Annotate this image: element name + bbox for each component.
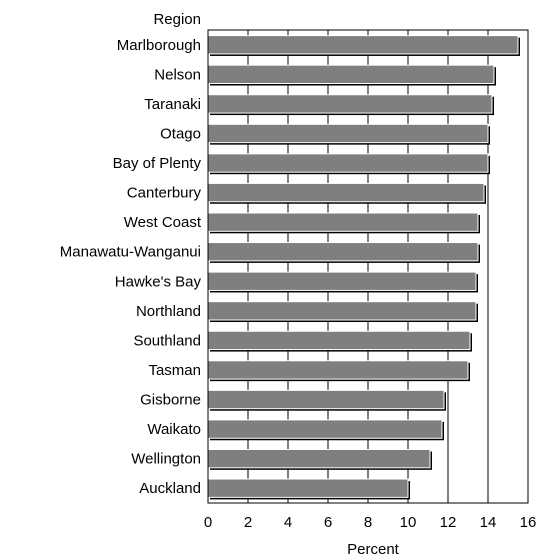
- category-label-7: Manawatu-Wanganui: [60, 244, 201, 261]
- bar-fill: [207, 448, 431, 469]
- x-tick-label-3: 6: [324, 514, 332, 531]
- bar-fill: [207, 271, 477, 291]
- bar-2: [207, 94, 494, 116]
- bar-6: [207, 212, 480, 234]
- category-label-11: Tasman: [148, 362, 201, 379]
- bars: [207, 35, 520, 500]
- bar-fill: [207, 242, 479, 262]
- x-tick-label-6: 12: [440, 514, 457, 531]
- category-label-1: Nelson: [154, 66, 201, 83]
- bar-fill: [207, 35, 519, 55]
- plot-border: [207, 29, 529, 504]
- bar-12: [207, 389, 446, 411]
- bar-fill: [207, 360, 469, 380]
- x-tick-label-8: 16: [520, 514, 537, 531]
- bar-fill: [207, 64, 495, 85]
- x-tick-label-0: 0: [204, 514, 212, 531]
- x-tick-label-7: 14: [480, 514, 497, 531]
- category-label-13: Waikato: [147, 421, 201, 438]
- x-axis-title: Percent: [347, 541, 400, 558]
- category-label-4: Bay of Plenty: [113, 155, 202, 172]
- bar-5: [207, 182, 486, 204]
- bar-fill: [207, 419, 443, 439]
- category-label-6: West Coast: [124, 214, 202, 231]
- x-tick-label-4: 8: [364, 514, 372, 531]
- bar-8: [207, 271, 478, 293]
- bar-fill: [207, 212, 479, 232]
- category-label-9: Northland: [136, 303, 201, 320]
- bar-13: [207, 419, 444, 441]
- bar-14: [207, 448, 432, 470]
- bar-fill: [207, 123, 489, 144]
- x-tick-label-2: 4: [284, 514, 292, 531]
- category-label-12: Gisborne: [140, 392, 201, 409]
- category-label-14: Wellington: [131, 451, 201, 468]
- bar-fill: [207, 153, 489, 173]
- category-labels: Marlborough Nelson Taranaki Otago Bay of Ple…: [60, 37, 202, 497]
- bar-9: [207, 301, 478, 323]
- category-label-2: Taranaki: [144, 96, 201, 113]
- bar-1: [207, 64, 496, 86]
- category-label-0: Marlborough: [117, 37, 201, 54]
- category-label-3: Otago: [160, 125, 201, 142]
- y-axis-title: Region: [153, 11, 201, 28]
- bar-fill: [207, 301, 477, 321]
- bar-0: [207, 35, 520, 56]
- category-label-8: Hawke's Bay: [115, 273, 202, 290]
- bar-fill: [207, 478, 409, 498]
- plot-frame: [207, 29, 529, 504]
- bar-fill: [207, 94, 493, 114]
- x-tick-labels: 0 2 4 6 8 10 12 14 16: [204, 514, 537, 531]
- bar-fill: [207, 389, 445, 410]
- bar-fill: [207, 182, 485, 203]
- x-tick-label-5: 10: [400, 514, 417, 531]
- bar-11: [207, 360, 470, 382]
- bar-3: [207, 123, 490, 145]
- x-tick-label-1: 2: [244, 514, 252, 531]
- bar-15: [207, 478, 410, 500]
- category-label-10: Southland: [133, 332, 201, 349]
- category-label-15: Auckland: [139, 480, 201, 497]
- bar-fill: [207, 330, 471, 351]
- category-label-5: Canterbury: [127, 185, 202, 202]
- bar-4: [207, 153, 490, 175]
- bar-7: [207, 242, 480, 263]
- bar-10: [207, 330, 472, 352]
